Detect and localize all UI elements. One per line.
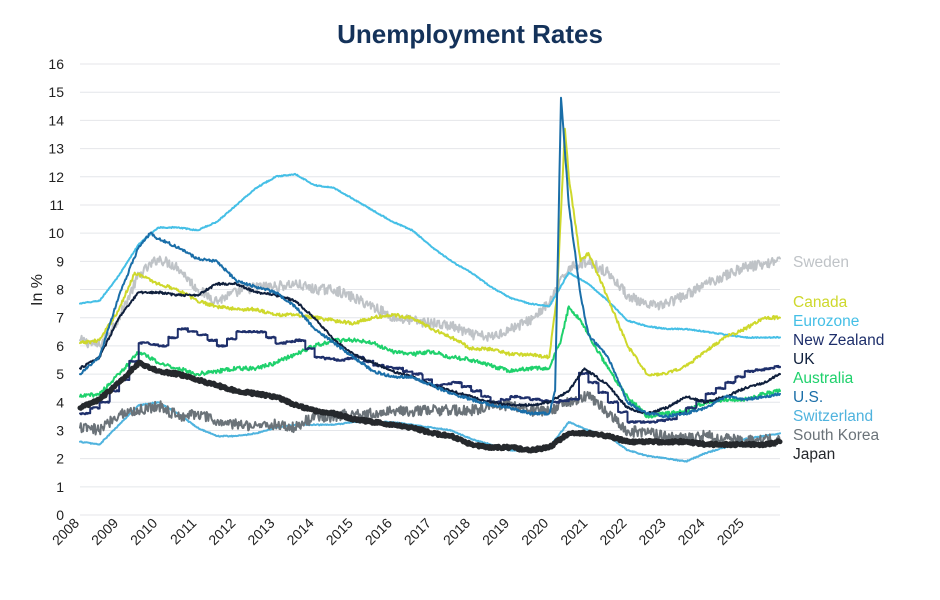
y-axis-label: In % bbox=[29, 274, 46, 306]
x-tick-labels: 2008 2009 2010 2011 2012 2013 2014 2015 2016 2017… bbox=[49, 515, 747, 548]
legend-label-switzerland: Switzerland bbox=[793, 408, 873, 425]
series-line-sweden bbox=[79, 255, 781, 349]
series-line-u-s bbox=[79, 96, 781, 419]
x-tick-label: 2017 bbox=[401, 515, 434, 548]
series-line-south-korea bbox=[79, 391, 781, 448]
x-tick-label: 2023 bbox=[635, 515, 668, 548]
y-tick-label: 2 bbox=[56, 451, 64, 467]
x-tick-label: 2024 bbox=[674, 515, 707, 548]
x-tick-label: 2012 bbox=[205, 515, 238, 548]
legend-label-japan: Japan bbox=[793, 446, 835, 463]
x-tick-label: 2008 bbox=[49, 515, 82, 548]
series-lines bbox=[77, 96, 783, 463]
x-tick-label: 2022 bbox=[596, 515, 629, 548]
y-tick-label: 16 bbox=[48, 56, 64, 72]
series-line-uk bbox=[79, 281, 781, 415]
x-tick-label: 2009 bbox=[88, 515, 121, 548]
x-tick-label: 2021 bbox=[557, 515, 590, 548]
y-tick-label: 9 bbox=[56, 253, 64, 269]
legend-label-eurozone: Eurozone bbox=[793, 313, 859, 330]
y-tick-label: 10 bbox=[48, 225, 64, 241]
x-tick-label: 2015 bbox=[323, 515, 356, 548]
x-tick-label: 2025 bbox=[714, 515, 747, 548]
y-tick-label: 1 bbox=[56, 479, 64, 495]
series-line-eurozone bbox=[79, 172, 781, 339]
series-line-canada bbox=[79, 127, 781, 377]
x-tick-label: 2018 bbox=[440, 515, 473, 548]
y-tick-label: 0 bbox=[56, 507, 64, 523]
chart-title: Unemployment Rates bbox=[337, 19, 603, 49]
legend-label-south-korea: South Korea bbox=[793, 427, 880, 444]
legend: Sweden Canada Eurozone New Zealand UK Austral… bbox=[793, 254, 884, 463]
series-line-japan bbox=[77, 359, 783, 454]
y-tick-label: 14 bbox=[48, 112, 64, 128]
gridlines bbox=[80, 63, 780, 516]
x-tick-label: 2013 bbox=[244, 515, 277, 548]
legend-label-u-s: U.S. bbox=[793, 389, 823, 406]
y-tick-label: 11 bbox=[49, 197, 64, 213]
y-tick-label: 3 bbox=[56, 422, 64, 438]
y-tick-label: 15 bbox=[48, 84, 64, 100]
y-tick-label: 4 bbox=[56, 394, 64, 410]
x-tick-label: 2020 bbox=[518, 515, 551, 548]
legend-label-uk: UK bbox=[793, 351, 815, 368]
x-tick-label: 2019 bbox=[479, 515, 512, 548]
x-tick-label: 2011 bbox=[167, 515, 200, 548]
y-tick-label: 6 bbox=[56, 338, 64, 354]
y-tick-label: 8 bbox=[56, 282, 64, 298]
y-tick-label: 12 bbox=[48, 169, 64, 185]
legend-label-canada: Canada bbox=[793, 294, 848, 311]
y-tick-label: 13 bbox=[48, 141, 64, 157]
legend-label-new-zealand: New Zealand bbox=[793, 332, 884, 349]
y-tick-label: 5 bbox=[56, 366, 64, 382]
series-line-australia bbox=[79, 305, 781, 419]
x-tick-label: 2010 bbox=[127, 515, 160, 548]
series-line-new-zealand bbox=[79, 327, 781, 424]
x-tick-label: 2014 bbox=[283, 515, 316, 548]
series-line-switzerland bbox=[79, 401, 781, 463]
y-tick-label: 7 bbox=[56, 310, 64, 326]
x-tick-label: 2016 bbox=[362, 515, 395, 548]
legend-label-sweden: Sweden bbox=[793, 254, 849, 271]
legend-label-australia: Australia bbox=[793, 370, 854, 387]
